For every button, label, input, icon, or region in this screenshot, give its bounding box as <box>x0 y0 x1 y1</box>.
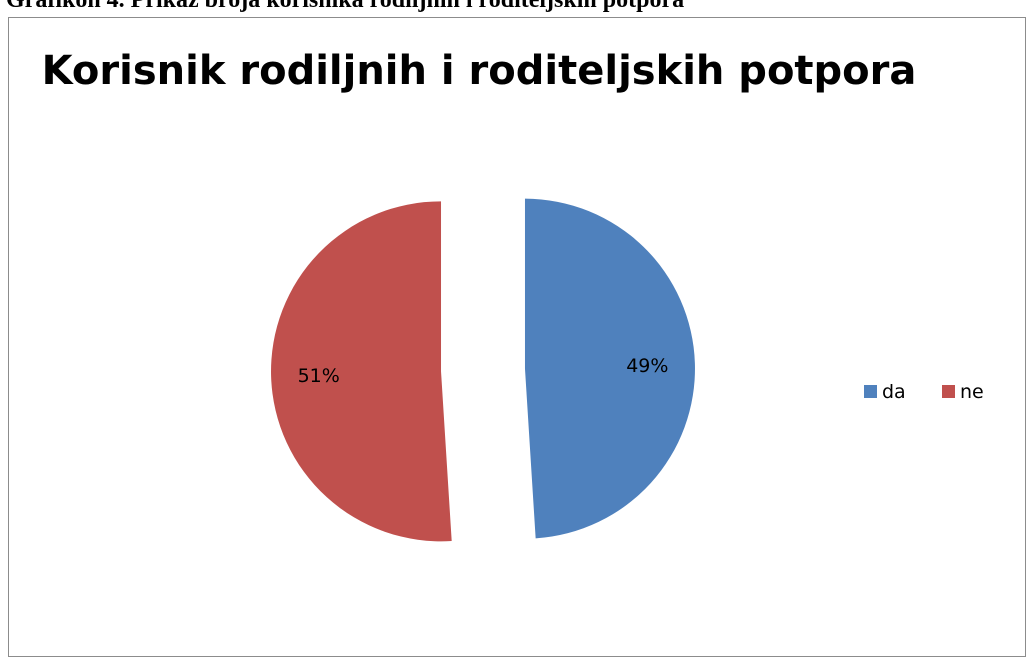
legend-item-ne: ne <box>942 381 984 403</box>
legend-item-da: da <box>864 381 906 403</box>
figure-caption: Grafikon 4. Prikaz broja korisnika rodil… <box>6 0 685 13</box>
pie-chart: Korisnik rodiljnih i roditeljskih potpor… <box>42 48 984 542</box>
chart-title: Korisnik rodiljnih i roditeljskih potpor… <box>42 48 917 94</box>
pie-slices <box>271 198 695 542</box>
chart-frame: Korisnik rodiljnih i roditeljskih potpor… <box>8 17 1026 657</box>
pie-slice-da <box>524 198 695 539</box>
pie-data-labels: 49% 51% <box>298 355 669 387</box>
legend-swatch-ne <box>942 385 955 398</box>
chart-legend: da ne <box>864 381 984 403</box>
legend-label-da: da <box>882 381 906 403</box>
legend-label-ne: ne <box>960 381 984 403</box>
pie-slice-ne <box>271 201 452 542</box>
data-label-da: 49% <box>626 355 668 377</box>
legend-swatch-da <box>864 385 877 398</box>
data-label-ne: 51% <box>298 365 340 387</box>
